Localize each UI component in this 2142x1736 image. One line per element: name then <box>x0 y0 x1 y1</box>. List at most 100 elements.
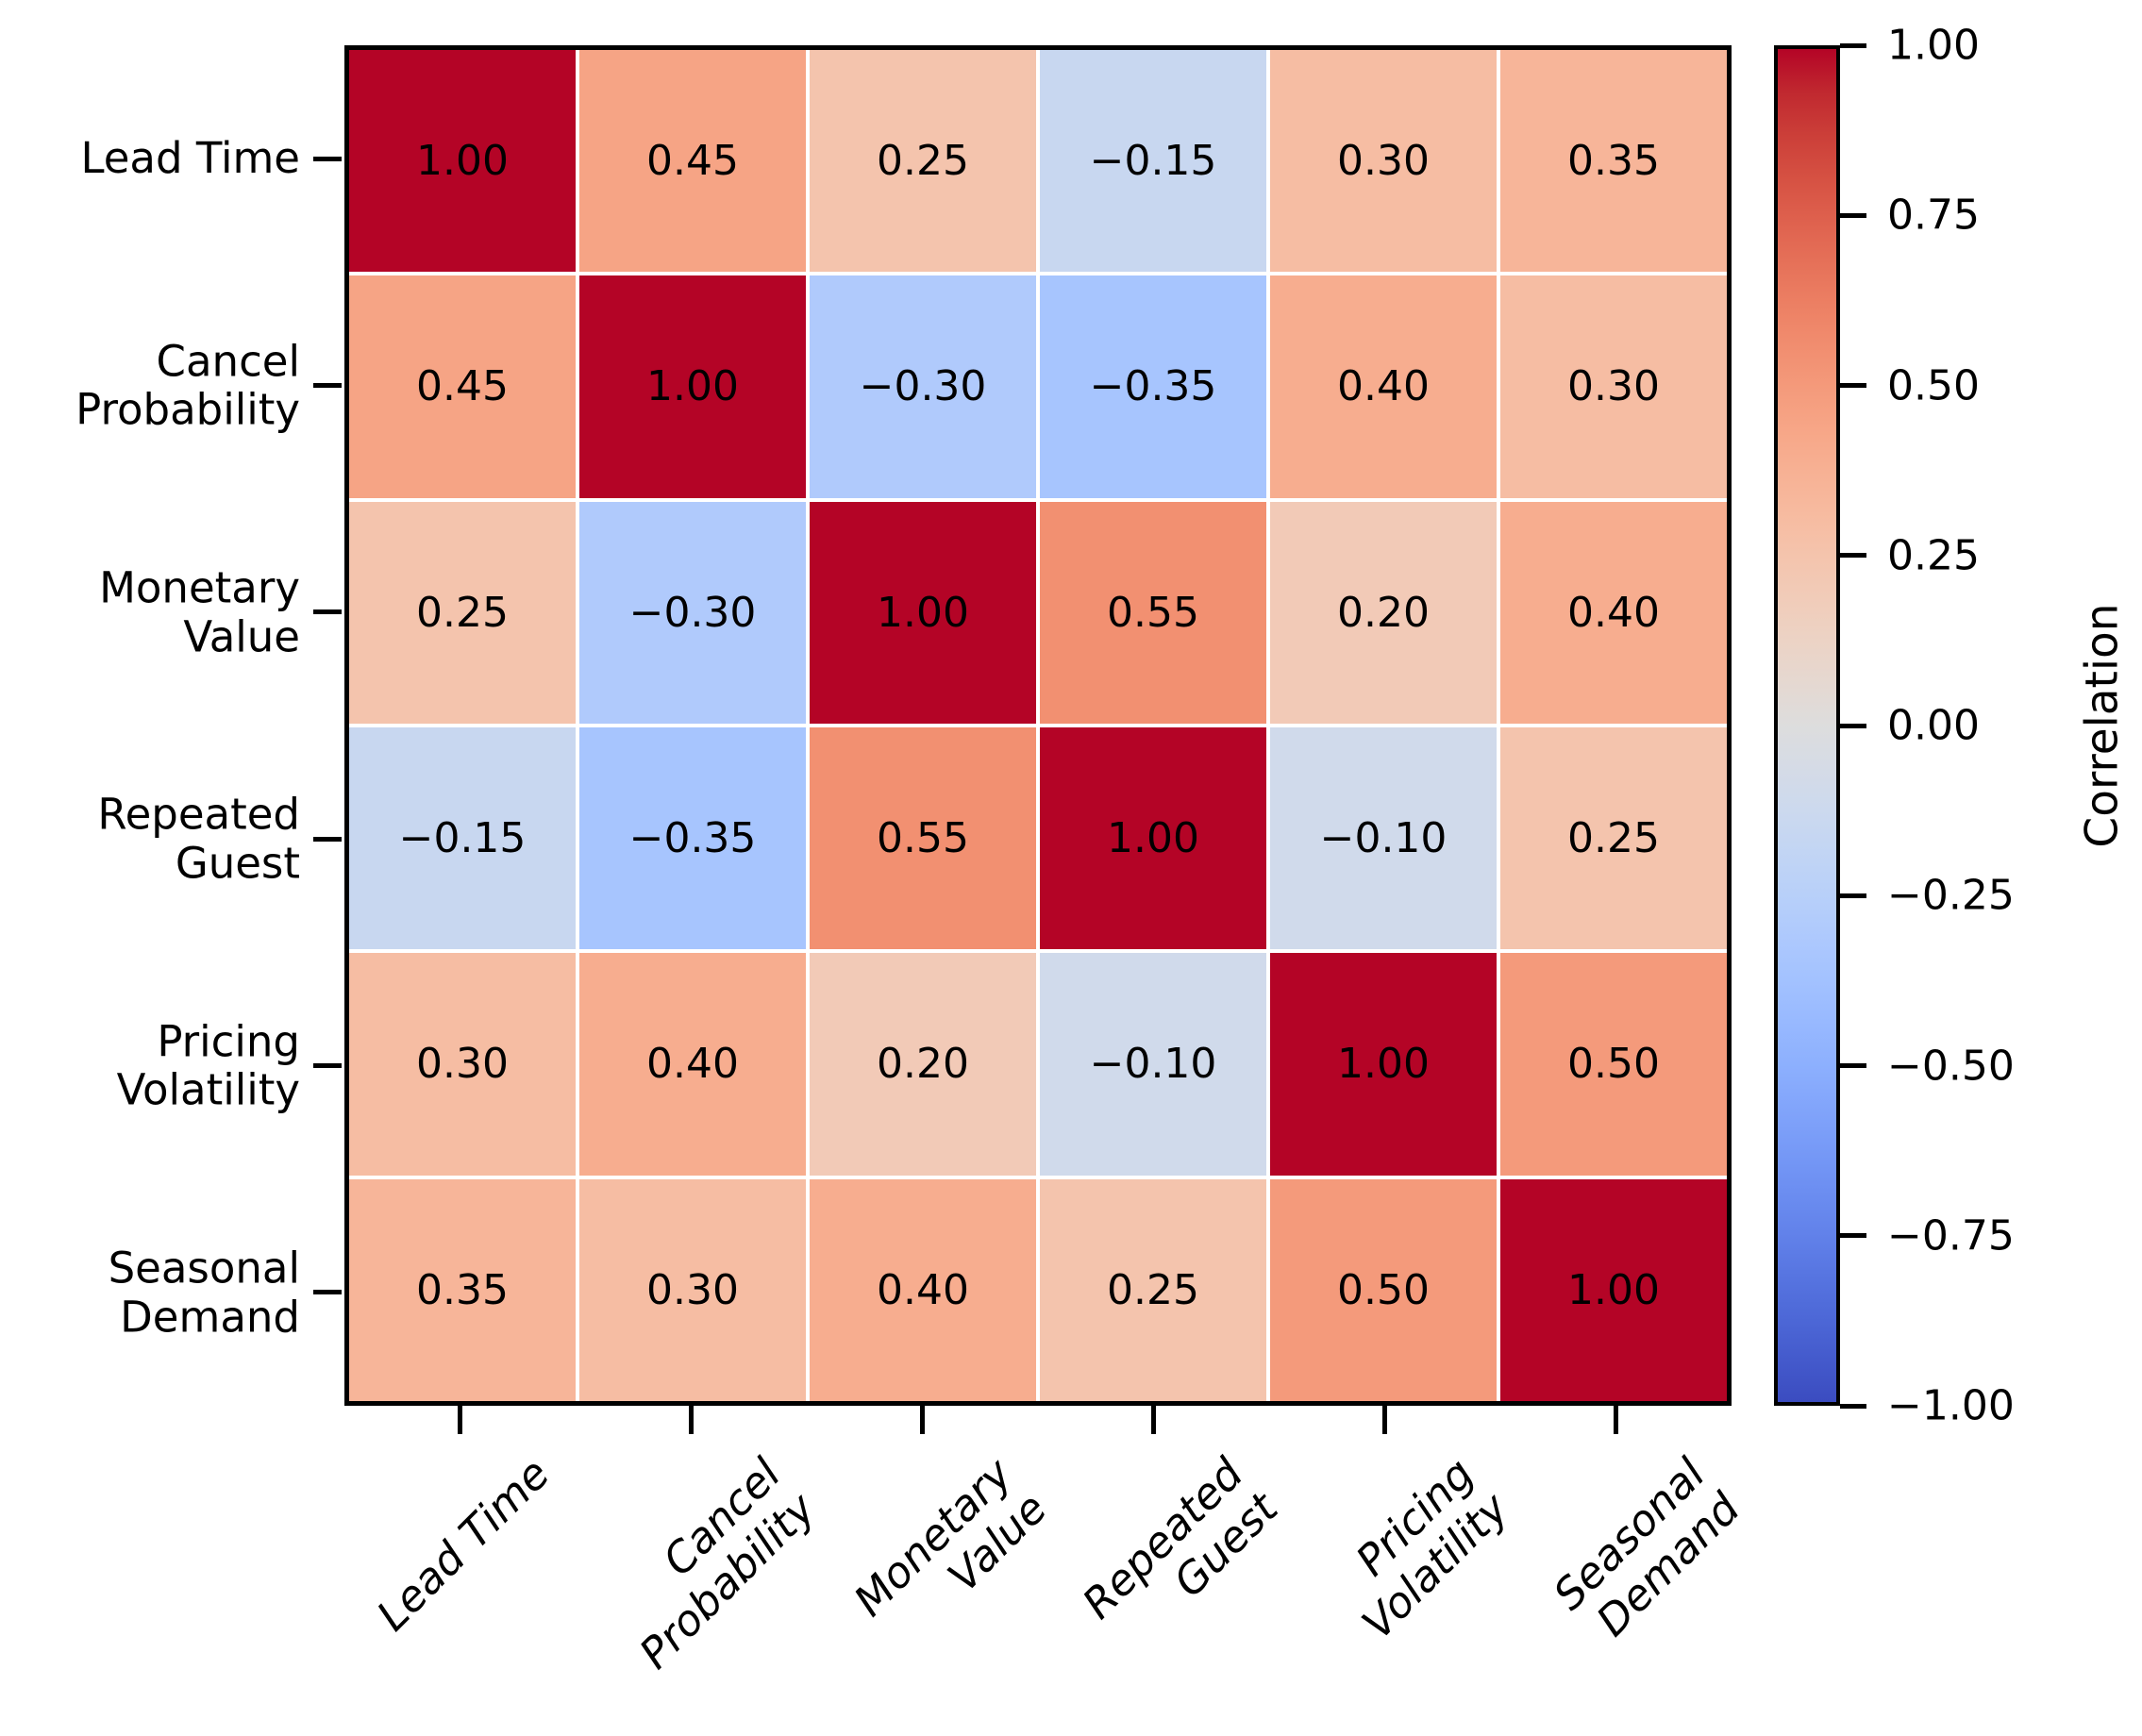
heatmap-cell: 0.30 <box>349 953 576 1176</box>
heatmap-cell: 0.40 <box>1500 501 1727 724</box>
x-tick-label: Repeated Guest <box>1072 1448 1287 1628</box>
colorbar-tick-mark <box>1840 1403 1866 1409</box>
y-tick-label: Repeated Guest <box>97 789 300 889</box>
y-tick-label: Monetary Value <box>99 562 300 661</box>
heatmap-cell-value: 0.55 <box>1107 588 1199 637</box>
y-tick-mark <box>313 383 342 388</box>
heatmap-cell-value: 0.20 <box>1337 588 1430 637</box>
heatmap-cell-value: 1.00 <box>416 137 509 186</box>
heatmap-cell: 0.25 <box>349 501 576 724</box>
x-tick-mark <box>1151 1406 1156 1434</box>
heatmap-cell-value: −0.30 <box>859 362 987 411</box>
heatmap-cell-value: 0.35 <box>416 1265 509 1314</box>
heatmap-cell: −0.15 <box>349 726 576 950</box>
heatmap-cell: −0.35 <box>1040 275 1266 498</box>
colorbar-tick-label: 0.50 <box>1887 361 1980 409</box>
y-tick-mark <box>313 609 342 615</box>
heatmap-cell: 0.20 <box>1270 501 1497 724</box>
heatmap-cell: −0.35 <box>579 726 806 950</box>
heatmap-cell: −0.30 <box>579 501 806 724</box>
y-tick-label: Pricing Volatility <box>116 1015 300 1115</box>
x-tick-mark <box>1382 1406 1387 1434</box>
colorbar-tick-label: −1.00 <box>1887 1381 2015 1430</box>
heatmap-cell: 0.35 <box>349 1178 576 1401</box>
heatmap-cell-value: 0.30 <box>646 1265 739 1314</box>
heatmap-cell: 0.55 <box>810 726 1036 950</box>
heatmap-cell-value: 0.20 <box>877 1040 969 1089</box>
heatmap-cell: 0.55 <box>1040 501 1266 724</box>
y-tick-label: Cancel Probability <box>75 335 300 435</box>
heatmap-cell: 0.35 <box>1500 50 1727 273</box>
heatmap-cell: 0.30 <box>1270 50 1497 273</box>
heatmap-cell-value: −0.15 <box>398 814 527 863</box>
colorbar-tick-label: 0.25 <box>1887 531 1980 580</box>
y-tick-mark <box>313 1290 342 1295</box>
x-tick-mark <box>1614 1406 1618 1434</box>
heatmap-cell-value: 0.40 <box>1337 362 1430 411</box>
heatmap-cell: 0.25 <box>810 50 1036 273</box>
x-tick-label: Seasonal Demand <box>1543 1448 1749 1646</box>
x-tick-label: Lead Time <box>366 1448 560 1641</box>
colorbar-tick-mark <box>1840 893 1866 898</box>
heatmap-cell-value: 0.30 <box>416 1040 509 1089</box>
colorbar-tick-label: −0.50 <box>1887 1042 2015 1090</box>
heatmap-cell-value: 0.40 <box>646 1040 739 1089</box>
heatmap-cell: 0.40 <box>579 953 806 1176</box>
y-tick-label: Lead Time <box>80 133 300 184</box>
heatmap-cell-value: −0.35 <box>1089 362 1217 411</box>
colorbar-tick-label: 1.00 <box>1887 21 1980 70</box>
heatmap-cell: 0.25 <box>1040 1178 1266 1401</box>
heatmap-cell-value: 0.25 <box>416 588 509 637</box>
colorbar-label: Correlation <box>2076 603 2129 848</box>
heatmap-cell-value: 0.25 <box>1567 814 1660 863</box>
colorbar-tick-mark <box>1840 212 1866 218</box>
heatmap-cell: 0.40 <box>810 1178 1036 1401</box>
heatmap-cell-value: 0.30 <box>1337 137 1430 186</box>
colorbar-tick-mark <box>1840 1233 1866 1239</box>
heatmap-cell-value: 0.25 <box>1107 1265 1199 1314</box>
colorbar-tick-label: 0.75 <box>1887 191 1980 240</box>
heatmap-cell: −0.10 <box>1270 726 1497 950</box>
heatmap-cell: 0.30 <box>1500 275 1727 498</box>
x-tick-label: Monetary Value <box>844 1448 1056 1627</box>
x-tick-label: Cancel Probability <box>628 1448 825 1678</box>
heatmap-cell-value: −0.15 <box>1089 137 1217 186</box>
heatmap-cell-value: 1.00 <box>877 588 969 637</box>
heatmap-cell-value: 0.55 <box>877 814 969 863</box>
heatmap-cell: 1.00 <box>810 501 1036 724</box>
colorbar-tick-mark <box>1840 553 1866 559</box>
heatmap-cell: 0.50 <box>1500 953 1727 1176</box>
heatmap-cell: 1.00 <box>1270 953 1497 1176</box>
x-tick-mark <box>689 1406 694 1434</box>
heatmap-cell: 0.50 <box>1270 1178 1497 1401</box>
heatmap-cell-value: 0.40 <box>877 1265 969 1314</box>
heatmap-cell: 0.30 <box>579 1178 806 1401</box>
heatmap-cell: 0.20 <box>810 953 1036 1176</box>
y-tick-label: Seasonal Demand <box>108 1243 300 1342</box>
y-tick-mark <box>313 836 342 842</box>
x-tick-mark <box>458 1406 462 1434</box>
heatmap-cell-value: 1.00 <box>1337 1040 1430 1089</box>
heatmap-cell: 0.25 <box>1500 726 1727 950</box>
heatmap-cell: 0.45 <box>349 275 576 498</box>
heatmap-cell-value: −0.10 <box>1089 1040 1217 1089</box>
heatmap-cell-value: 0.50 <box>1567 1040 1660 1089</box>
y-tick-mark <box>313 1063 342 1068</box>
heatmap-axes: 1.00 0.45 0.25 −0.15 0.30 0.35 0.45 1.00 −0.30 −0… <box>344 45 1732 1406</box>
heatmap-cell-value: 1.00 <box>1567 1265 1660 1314</box>
heatmap-cell-value: 0.40 <box>1567 588 1660 637</box>
heatmap-cell-value: 0.45 <box>646 137 739 186</box>
heatmap-cell-value: −0.35 <box>628 814 757 863</box>
colorbar-tick-mark <box>1840 42 1866 48</box>
heatmap-cell: −0.15 <box>1040 50 1266 273</box>
x-tick-mark <box>920 1406 925 1434</box>
heatmap-cell-value: −0.30 <box>628 588 757 637</box>
x-tick-label: Pricing Volatility <box>1346 1448 1518 1649</box>
heatmap-cell: 1.00 <box>1040 726 1266 950</box>
heatmap-cell: 1.00 <box>579 275 806 498</box>
heatmap-cell: −0.10 <box>1040 953 1266 1176</box>
heatmap-cell-value: 0.45 <box>416 362 509 411</box>
heatmap-cell-value: 1.00 <box>1107 814 1199 863</box>
colorbar-tick-label: −0.25 <box>1887 871 2015 920</box>
